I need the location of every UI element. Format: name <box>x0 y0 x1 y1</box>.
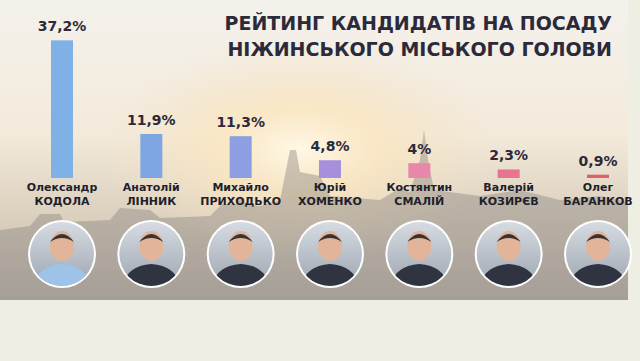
title-line: НІЖИНСЬКОГО МІСЬКОГО ГОЛОВИ <box>227 38 612 60</box>
data-label: 37,2% <box>38 18 87 34</box>
bars <box>51 40 609 178</box>
bar <box>319 160 341 178</box>
avatar-body <box>568 264 628 292</box>
avatar <box>564 220 632 292</box>
category-label: АнатолійЛІННИК <box>123 181 180 208</box>
title-line: РЕЙТИНГ КАНДИДАТІВ НА ПОСАДУ <box>225 12 613 34</box>
category-line: КОЗИРЄВ <box>479 195 539 208</box>
bar <box>408 163 430 178</box>
category-line: Михайло <box>212 181 269 194</box>
avatar-head <box>407 231 431 261</box>
avatar-inner <box>117 220 185 292</box>
category-label: ОлександрКОДОЛА <box>27 181 98 208</box>
category-line: СМАЛІЙ <box>394 195 444 208</box>
avatar-head <box>50 231 74 261</box>
category-label: МихайлоПРИХОДЬКО <box>200 181 281 208</box>
avatar <box>296 220 364 292</box>
data-label: 11,3% <box>216 114 265 130</box>
avatar-inner <box>207 220 275 292</box>
category-line: Олег <box>583 181 614 194</box>
title: РЕЙТИНГ КАНДИДАТІВ НА ПОСАДУ НІЖИНСЬКОГО … <box>225 12 613 60</box>
avatar-inner <box>296 220 364 292</box>
bar <box>498 169 520 178</box>
avatar-body <box>211 264 271 292</box>
avatar-hair <box>139 234 163 242</box>
category-label: ЮрійХОМЕНКО <box>298 181 362 208</box>
category-line: Юрій <box>314 181 346 194</box>
avatar-head <box>497 231 521 261</box>
avatar-body <box>121 264 181 292</box>
data-label: 11,9% <box>127 112 176 128</box>
avatar-head <box>586 231 610 261</box>
chart-root: РЕЙТИНГ КАНДИДАТІВ НА ПОСАДУ НІЖИНСЬКОГО … <box>0 0 640 361</box>
avatar-head <box>229 231 253 261</box>
avatar <box>475 220 543 292</box>
avatar-inner <box>385 220 453 292</box>
category-line: Анатолій <box>123 181 180 194</box>
background <box>0 0 640 361</box>
category-label: ВалерійКОЗИРЄВ <box>479 181 539 208</box>
bar <box>51 40 73 178</box>
category-line: Валерій <box>483 181 534 194</box>
category-label: ОлегБАРАНКОВ <box>563 181 632 208</box>
avatar <box>207 220 275 292</box>
avatar-body <box>479 264 539 292</box>
avatar-hair <box>318 234 342 242</box>
data-label: 4,8% <box>311 138 350 154</box>
avatar <box>28 220 96 292</box>
labels: 37,2% ОлександрКОДОЛА 11,9% АнатолійЛІННИК 1… <box>27 18 633 208</box>
avatar-head <box>139 231 163 261</box>
data-label: 2,3% <box>489 147 528 163</box>
avatar-inner <box>28 220 96 292</box>
category-line: ЛІННИК <box>126 195 176 208</box>
category-line: Олександр <box>27 181 98 194</box>
category-line: ХОМЕНКО <box>298 195 362 208</box>
photo-backdrop <box>0 0 628 300</box>
avatar-inner <box>475 220 543 292</box>
avatar <box>385 220 453 292</box>
avatar-hair <box>497 234 521 242</box>
avatar-hair <box>229 234 253 242</box>
avatar-body <box>32 264 92 292</box>
category-line: Костянтин <box>386 181 452 194</box>
avatar-head <box>318 231 342 261</box>
chart-svg: РЕЙТИНГ КАНДИДАТІВ НА ПОСАДУ НІЖИНСЬКОГО … <box>0 0 640 361</box>
bar <box>230 136 252 178</box>
avatar-hair <box>407 234 431 242</box>
city-silhouette <box>0 130 628 300</box>
avatar <box>117 220 185 292</box>
avatar-body <box>389 264 449 292</box>
data-label: 0,9% <box>579 153 618 169</box>
bar <box>587 175 609 178</box>
data-label: 4% <box>407 141 431 157</box>
avatar-inner <box>564 220 632 292</box>
category-line: БАРАНКОВ <box>563 195 632 208</box>
category-line: КОДОЛА <box>34 195 90 208</box>
category-line: ПРИХОДЬКО <box>200 195 281 208</box>
avatar-hair <box>50 234 74 242</box>
category-label: КостянтинСМАЛІЙ <box>386 181 452 208</box>
avatar-hair <box>586 234 610 242</box>
avatar-body <box>300 264 360 292</box>
bar <box>140 134 162 178</box>
